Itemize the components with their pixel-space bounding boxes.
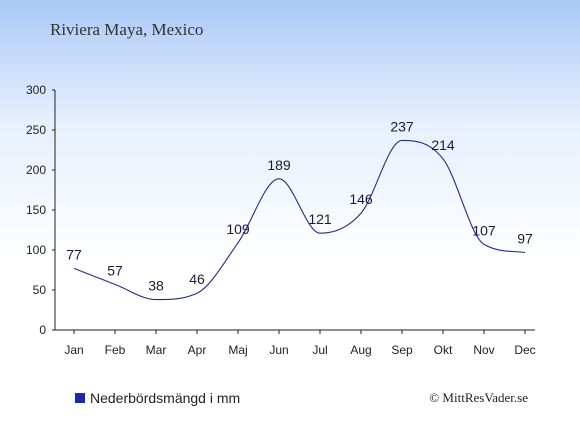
x-tick-label: Maj	[228, 343, 247, 357]
data-label: 121	[308, 211, 332, 227]
x-tick-label: Okt	[434, 343, 453, 357]
data-label: 109	[226, 221, 250, 237]
chart-series	[73, 139, 526, 301]
data-label: 189	[267, 157, 291, 173]
x-tick-label: Nov	[473, 343, 494, 357]
series-line-precipitation	[73, 139, 526, 301]
x-tick-label: Jan	[64, 343, 83, 357]
y-tick-label: 50	[33, 283, 47, 297]
chart-data-labels: 77 57 38 46 109 189 121 146 237 214 107 97	[66, 118, 533, 293]
y-tick-label: 200	[26, 163, 46, 177]
x-tick-label: Dec	[514, 343, 535, 357]
data-label: 214	[431, 137, 455, 153]
x-tick-label: Sep	[391, 343, 413, 357]
copyright-text: © MittResVader.se	[429, 390, 528, 405]
legend-label: Nederbördsmängd i mm	[90, 390, 241, 406]
data-label: 77	[66, 246, 82, 262]
data-label: 146	[349, 191, 373, 207]
chart-title: Riviera Maya, Mexico	[50, 20, 204, 39]
data-label: 97	[517, 230, 533, 246]
chart-ticks: 0 50 100 150 200 250 300 Jan Feb Mar Apr Maj Jun Jul A…	[26, 83, 536, 357]
x-tick-label: Mar	[146, 343, 167, 357]
data-label: 107	[472, 222, 496, 238]
chart-axes	[54, 90, 535, 331]
data-label: 38	[148, 278, 164, 294]
data-label: 237	[390, 118, 414, 134]
chart-legend: Nederbördsmängd i mm	[75, 390, 240, 406]
y-tick-label: 250	[26, 123, 46, 137]
x-tick-label: Jun	[269, 343, 288, 357]
x-tick-label: Jul	[312, 343, 327, 357]
y-tick-label: 100	[26, 243, 46, 257]
y-tick-label: 300	[26, 83, 46, 97]
data-label: 46	[189, 271, 205, 287]
legend-swatch	[75, 393, 85, 403]
x-tick-label: Feb	[105, 343, 126, 357]
x-tick-label: Apr	[188, 343, 207, 357]
x-tick-label: Aug	[350, 343, 371, 357]
data-label: 57	[107, 262, 123, 278]
y-tick-label: 150	[26, 203, 46, 217]
y-tick-label: 0	[39, 323, 46, 337]
